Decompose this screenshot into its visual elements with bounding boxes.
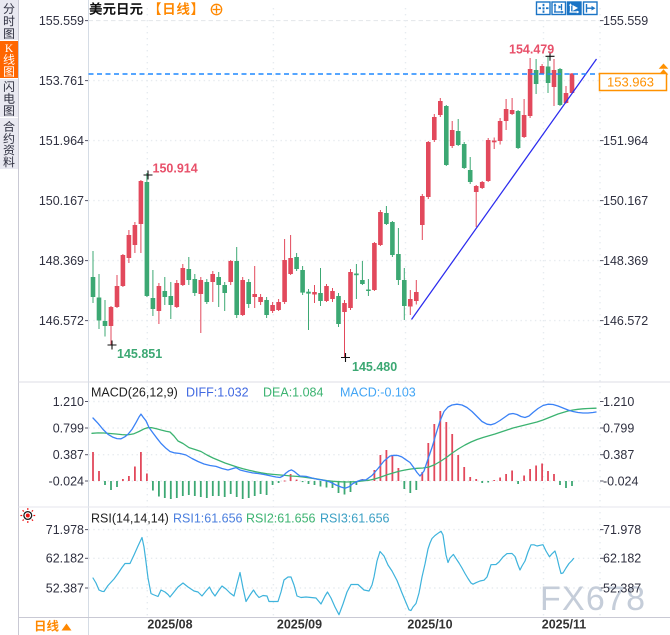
svg-text:153.761: 153.761 — [39, 74, 84, 88]
svg-text:52.387: 52.387 — [603, 581, 641, 595]
svg-text:K: K — [5, 43, 14, 55]
svg-text:155.559: 155.559 — [603, 14, 648, 28]
svg-text:0.387: 0.387 — [53, 448, 84, 462]
svg-text:0.799: 0.799 — [603, 421, 634, 435]
svg-text:150.914: 150.914 — [153, 161, 198, 175]
svg-text:148.369: 148.369 — [39, 254, 84, 268]
svg-text:DIFF:1.032: DIFF:1.032 — [186, 386, 249, 400]
svg-text:150.167: 150.167 — [603, 194, 648, 208]
svg-text:-0.024: -0.024 — [49, 474, 84, 488]
svg-text:2025/08: 2025/08 — [147, 618, 192, 632]
svg-text:150.167: 150.167 — [39, 194, 84, 208]
svg-text:52.387: 52.387 — [46, 581, 84, 595]
svg-text:MACD:-0.103: MACD:-0.103 — [340, 386, 416, 400]
svg-text:DEA:1.084: DEA:1.084 — [263, 386, 324, 400]
svg-text:MACD(26,12,9): MACD(26,12,9) — [91, 386, 178, 400]
svg-text:153.963: 153.963 — [607, 75, 654, 90]
svg-text:145.480: 145.480 — [352, 360, 397, 374]
svg-text:-0.024: -0.024 — [603, 474, 638, 488]
svg-text:155.559: 155.559 — [39, 14, 84, 28]
svg-text:146.572: 146.572 — [603, 314, 648, 328]
svg-text:71.978: 71.978 — [46, 523, 84, 537]
svg-text:0.387: 0.387 — [603, 448, 634, 462]
svg-text:148.369: 148.369 — [603, 254, 648, 268]
svg-text:1.210: 1.210 — [603, 395, 634, 409]
svg-text:2025/10: 2025/10 — [407, 618, 452, 632]
svg-text:0.799: 0.799 — [53, 421, 84, 435]
svg-text:154.479: 154.479 — [509, 42, 554, 56]
svg-text:RSI1:61.656: RSI1:61.656 — [173, 512, 243, 526]
svg-text:145.851: 145.851 — [117, 347, 162, 361]
svg-text:151.964: 151.964 — [603, 134, 648, 148]
svg-text:2025/11: 2025/11 — [542, 618, 587, 632]
svg-text:RSI(14,14,14): RSI(14,14,14) — [91, 512, 169, 526]
svg-text:FX678: FX678 — [540, 580, 646, 618]
svg-text:62.182: 62.182 — [603, 552, 641, 566]
svg-text:2025/09: 2025/09 — [277, 618, 322, 632]
svg-text:151.964: 151.964 — [39, 134, 84, 148]
svg-text:62.182: 62.182 — [46, 552, 84, 566]
svg-text:RSI3:61.656: RSI3:61.656 — [320, 512, 390, 526]
svg-text:71.978: 71.978 — [603, 523, 641, 537]
svg-text:1.210: 1.210 — [53, 395, 84, 409]
svg-text:RSI2:61.656: RSI2:61.656 — [246, 512, 316, 526]
svg-text:146.572: 146.572 — [39, 314, 84, 328]
